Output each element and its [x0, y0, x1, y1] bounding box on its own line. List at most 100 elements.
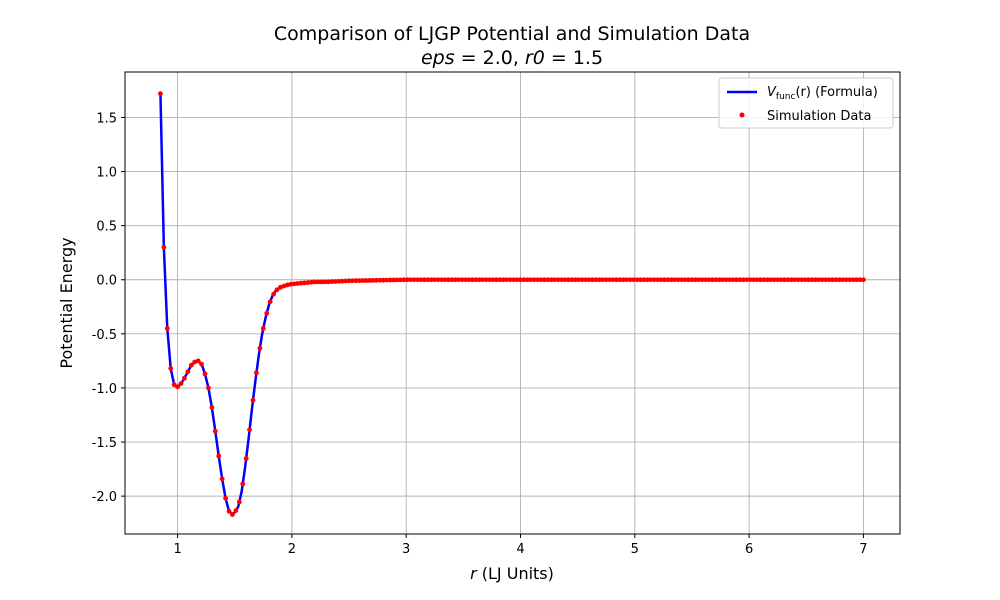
legend-line-arg: (r): [795, 85, 811, 100]
simulation-point: [754, 277, 760, 283]
simulation-point: [799, 277, 805, 283]
x-tick-label: 7: [859, 542, 867, 557]
simulation-point: [233, 508, 239, 513]
simulation-point: [723, 277, 729, 283]
simulation-point: [315, 279, 321, 285]
simulation-point: [744, 277, 750, 283]
simulation-point: [518, 277, 523, 283]
y-tick-label: -0.5: [92, 328, 117, 343]
simulation-point: [713, 277, 719, 283]
simulation-point: [686, 277, 691, 283]
simulation-point: [634, 277, 640, 283]
simulation-point: [631, 277, 637, 283]
simulation-point: [703, 277, 709, 283]
simulation-point: [857, 277, 863, 283]
simulation-point: [675, 277, 681, 283]
x-axis-label: r (LJ Units): [470, 564, 554, 583]
legend-line-label: Vfunc(r) (Formula): [767, 85, 878, 102]
legend-box: [718, 77, 894, 129]
simulation-point: [734, 277, 739, 283]
simulation-point: [538, 277, 544, 283]
subtitle-r0-value: 1.5: [573, 47, 603, 69]
simulation-point: [452, 277, 458, 283]
simulation-point: [761, 277, 767, 283]
legend: Vfunc(r) (Formula) Simulation Data: [718, 77, 894, 129]
simulation-point: [535, 277, 541, 283]
simulation-point: [531, 277, 537, 283]
simulation-point: [202, 371, 208, 377]
simulation-point: [247, 427, 252, 433]
simulation-point: [175, 384, 180, 390]
simulation-point: [178, 381, 184, 387]
simulation-point: [339, 278, 345, 284]
simulation-point: [377, 277, 383, 283]
simulation-point: [319, 279, 325, 285]
simulation-point: [158, 91, 163, 97]
y-tick-label: 1.5: [96, 111, 117, 126]
simulation-point: [696, 277, 702, 283]
simulation-point: [576, 277, 582, 283]
x-axis-label-var: r: [470, 564, 478, 583]
y-tick-label: -1.0: [92, 382, 117, 397]
simulation-point: [391, 277, 397, 283]
simulation-point: [408, 277, 414, 283]
x-tick-label: 2: [288, 542, 296, 557]
simulation-point: [411, 277, 417, 283]
simulation-point: [264, 310, 270, 316]
simulation-point: [267, 299, 273, 305]
simulation-point: [514, 277, 520, 283]
simulation-point: [254, 370, 259, 376]
simulation-point: [494, 277, 499, 283]
simulation-point: [778, 277, 784, 283]
simulation-point: [566, 277, 571, 283]
simulation-point: [854, 277, 859, 283]
simulation-point: [837, 277, 842, 283]
chart-subtitle: eps = 2.0, r0 = 1.5: [421, 47, 603, 69]
simulation-point: [747, 277, 753, 283]
simulation-point: [470, 277, 475, 283]
simulation-point: [569, 277, 575, 283]
simulation-point: [332, 279, 338, 284]
simulation-point: [487, 277, 493, 283]
subtitle-eps-eq: =: [455, 47, 483, 69]
simulation-point: [758, 277, 763, 283]
simulation-point: [418, 277, 424, 283]
simulation-point: [648, 277, 654, 283]
simulation-point: [843, 277, 849, 283]
simulation-point: [363, 278, 369, 283]
subtitle-r0-eq: =: [545, 47, 573, 69]
simulation-point: [164, 326, 170, 331]
legend-line-sub: func: [776, 92, 796, 102]
simulation-point: [312, 279, 318, 285]
simulation-point: [785, 277, 791, 283]
simulation-point: [819, 277, 825, 283]
simulation-point: [360, 278, 366, 283]
simulation-point: [370, 277, 376, 283]
simulation-point: [226, 508, 232, 514]
simulation-point: [751, 277, 757, 283]
simulation-point: [367, 278, 373, 283]
simulation-point: [806, 277, 811, 283]
simulation-point: [322, 279, 328, 285]
simulation-point: [614, 277, 619, 283]
simulation-point: [356, 278, 362, 284]
simulation-point: [665, 277, 671, 283]
simulation-point: [583, 277, 589, 283]
simulation-point: [404, 277, 410, 283]
simulation-point: [717, 277, 722, 283]
simulation-point: [524, 277, 530, 283]
simulation-point: [620, 277, 626, 283]
simulation-point: [521, 277, 527, 283]
simulation-point: [730, 277, 736, 283]
simulation-point: [689, 277, 695, 283]
simulation-point: [260, 326, 266, 331]
plot-frame: [124, 71, 901, 535]
simulation-point: [240, 481, 246, 487]
y-tick-label: -2.0: [92, 490, 117, 505]
simulation-point: [792, 277, 798, 283]
legend-scatter-swatch: [739, 112, 745, 118]
simulation-point: [765, 277, 770, 283]
simulation-point: [223, 495, 228, 501]
simulation-point: [425, 277, 431, 283]
